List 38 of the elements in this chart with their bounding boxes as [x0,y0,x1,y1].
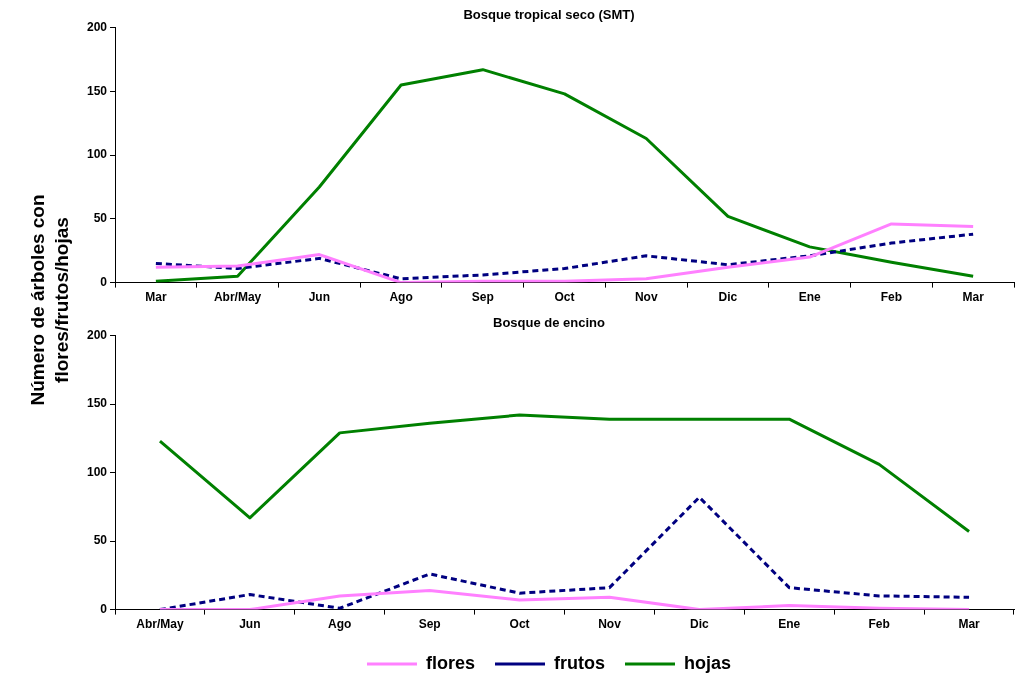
x-tick-label: Oct [554,290,575,305]
chart-title: Bosque tropical seco (SMT) [463,7,635,23]
legend-label: flores [425,652,476,673]
x-tick-label: Nov [634,290,658,305]
x-tick-label: Jun [308,290,331,305]
x-tick-label: Abr/May [213,290,262,305]
x-tick-label: Mar [962,290,985,305]
x-tick-label: Dic [718,290,738,305]
x-tick-label: Sep [418,617,441,632]
x-tick-label: Feb [880,290,903,305]
x-tick-label: Jun [239,617,261,632]
y-tick-label: 0 [100,274,108,289]
x-tick-label: Abr/May [136,617,184,632]
x-tick-label: Nov [598,617,622,632]
x-tick-label: Ene [778,617,801,632]
x-tick-label: Ago [328,617,352,632]
y-tick-label: 50 [93,211,108,226]
y-tick-label: 200 [86,327,108,342]
y-tick-label: 50 [93,533,108,548]
x-tick-label: Dic [690,617,710,632]
x-tick-label: Ene [798,290,822,305]
y-tick-label: 0 [100,601,108,616]
y-tick-label: 150 [86,83,108,98]
x-tick-label: Sep [471,290,494,305]
legend-label: hojas [684,652,732,673]
y-tick-label: 200 [86,19,108,34]
x-tick-label: Mar [958,617,981,632]
x-tick-label: Mar [145,290,167,305]
chart-title: Bosque de encino [493,315,606,331]
line-series [154,232,975,281]
legend-label: frutos [554,652,605,673]
x-tick-label: Oct [509,617,530,632]
y-axis-title: Número de árboles con flores/frutos/hojas [26,193,73,408]
y-tick-label: 100 [86,464,108,479]
x-tick-label: Feb [868,617,890,632]
y-tick-label: 150 [86,396,108,411]
x-tick-label: Ago [389,290,413,305]
y-tick-label: 100 [86,147,108,162]
